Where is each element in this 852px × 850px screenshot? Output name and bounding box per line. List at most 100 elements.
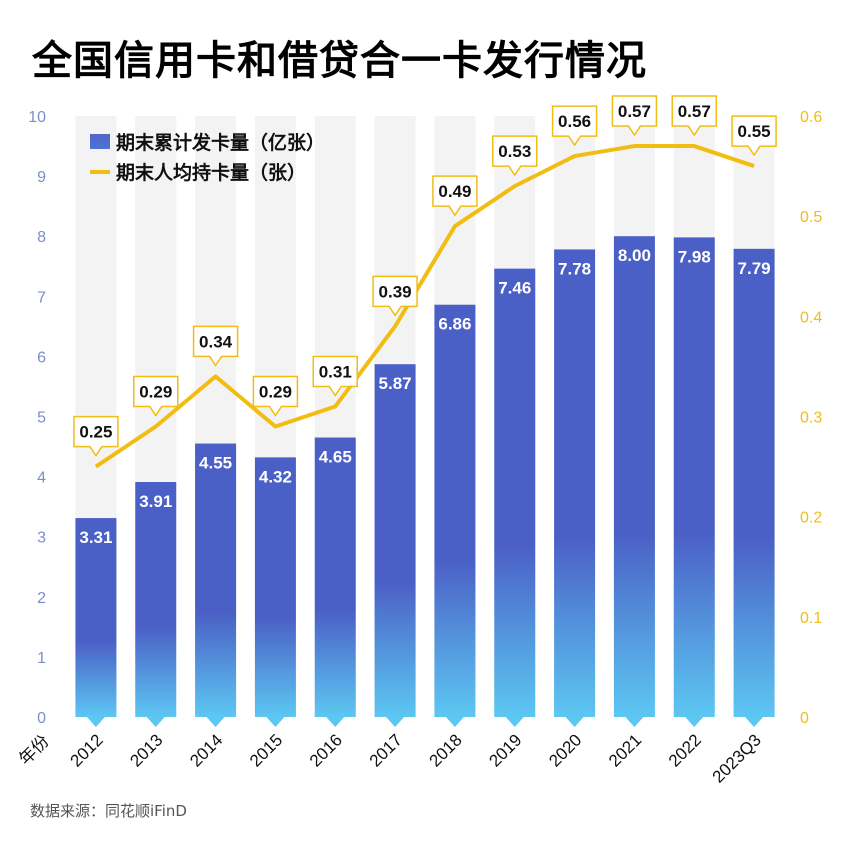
left-axis-tick-label: 3 (37, 530, 46, 547)
bar (135, 482, 177, 717)
line-value-label: 0.29 (139, 383, 172, 402)
line-label-box (312, 355, 358, 397)
x-axis-title: 年份 (15, 731, 53, 769)
line-label-box (133, 375, 179, 417)
bar-value-label: 3.31 (79, 528, 112, 547)
right-axis-tick-label: 0.4 (800, 309, 822, 326)
x-tick-label: 2020 (545, 730, 585, 770)
legend-swatch-line (90, 169, 110, 174)
line-value-label: 0.55 (738, 122, 771, 141)
left-axis-tick-label: 8 (37, 229, 46, 246)
x-tick-label: 2019 (485, 730, 525, 770)
bar (75, 518, 117, 717)
line-label-box (671, 95, 717, 137)
bar (314, 437, 356, 717)
chart-title: 全国信用卡和借贷合一卡发行情况 (32, 38, 647, 84)
line-label-box (252, 375, 299, 417)
line-label-box (372, 275, 418, 317)
left-axis-tick-label: 5 (37, 410, 46, 427)
bar (434, 304, 476, 717)
line-value-label: 0.29 (259, 383, 292, 402)
line-value-label: 0.25 (79, 423, 112, 442)
bar-value-label: 4.65 (319, 448, 352, 467)
bar-value-label: 7.79 (738, 259, 771, 278)
x-tick-marker (146, 717, 165, 727)
x-tick-marker (685, 717, 704, 727)
right-axis-tick-label: 0 (800, 710, 809, 727)
bar-value-label: 8.00 (618, 246, 651, 265)
x-tick-marker (326, 717, 345, 727)
x-tick-marker (565, 717, 584, 727)
right-axis-tick-label: 0.6 (800, 109, 822, 126)
left-axis-tick-label: 10 (28, 109, 46, 126)
bar (374, 364, 416, 717)
x-tick-marker (86, 717, 105, 727)
right-axis-tick-label: 0.5 (800, 209, 822, 226)
x-tick-label: 2013 (126, 730, 166, 770)
bar-value-label: 6.86 (438, 315, 471, 334)
line-value-label: 0.53 (498, 142, 531, 161)
line-series (94, 144, 755, 469)
bar (494, 268, 536, 717)
x-tick-marker (625, 717, 644, 727)
x-tick-label: 2017 (366, 730, 406, 770)
left-axis-tick-label: 6 (37, 349, 46, 366)
left-axis-tick-label: 0 (37, 710, 46, 727)
line-value-label: 0.57 (678, 102, 711, 121)
x-tick-label: 2016 (306, 730, 346, 770)
left-axis-tick-label: 4 (37, 470, 46, 487)
x-tick-label: 2018 (426, 730, 466, 770)
bar (733, 248, 775, 718)
line-value-label: 0.56 (558, 112, 591, 131)
line-label-box (492, 135, 538, 177)
line-label-box (432, 175, 478, 217)
x-tick-marker (445, 717, 464, 727)
bar-value-label: 7.98 (678, 247, 711, 266)
line-value-label: 0.34 (199, 332, 233, 351)
right-axis-tick-label: 0.2 (800, 510, 822, 527)
line-value-label: 0.57 (618, 102, 651, 121)
bar-value-label: 7.46 (498, 279, 531, 298)
legend-label-line: 期末人均持卡量（张） (116, 162, 307, 184)
right-axis-tick-label: 0.1 (800, 610, 822, 627)
bar (613, 236, 655, 717)
line-label-box (611, 95, 658, 137)
bar-value-label: 4.32 (259, 467, 292, 486)
x-tick-label: 2022 (665, 730, 705, 770)
x-tick-marker (206, 717, 225, 727)
bar-value-label: 5.87 (379, 374, 412, 393)
legend-item-line: 期末人均持卡量（张） (90, 158, 306, 185)
line-label-box (192, 325, 239, 367)
x-tick-marker (505, 717, 524, 727)
x-tick-marker (266, 717, 285, 727)
right-axis-tick-label: 0.3 (800, 410, 822, 427)
bar (673, 237, 715, 718)
x-tick-label: 2023Q3 (709, 730, 765, 786)
line-value-label: 0.49 (438, 182, 471, 201)
bar (254, 457, 296, 717)
bar-value-label: 3.91 (139, 492, 172, 511)
legend-item-bars: 期末累计发卡量（亿张） (90, 128, 325, 155)
x-tick-label: 2021 (605, 730, 645, 770)
line-label-box (73, 415, 119, 457)
legend-label-bars: 期末累计发卡量（亿张） (116, 132, 326, 154)
source-note: 数据来源：同花顺iFinD (30, 802, 187, 820)
bar (195, 443, 237, 717)
bar-value-label: 7.78 (558, 259, 591, 278)
line-value-label: 0.39 (379, 282, 412, 301)
x-tick-label: 2012 (67, 730, 107, 770)
x-tick-marker (745, 717, 764, 727)
left-axis-tick-label: 7 (37, 289, 46, 306)
left-axis-tick-label: 9 (37, 169, 46, 186)
left-axis-tick-label: 2 (37, 590, 46, 607)
line-label-box (731, 115, 777, 157)
x-tick-label: 2015 (246, 730, 286, 770)
legend-swatch-bars (90, 134, 110, 149)
bar-value-label: 4.55 (199, 454, 232, 473)
bar (554, 249, 596, 717)
line-value-label: 0.31 (319, 362, 352, 381)
left-axis-tick-label: 1 (37, 650, 46, 667)
x-tick-marker (386, 717, 405, 727)
line-label-box (551, 105, 598, 147)
